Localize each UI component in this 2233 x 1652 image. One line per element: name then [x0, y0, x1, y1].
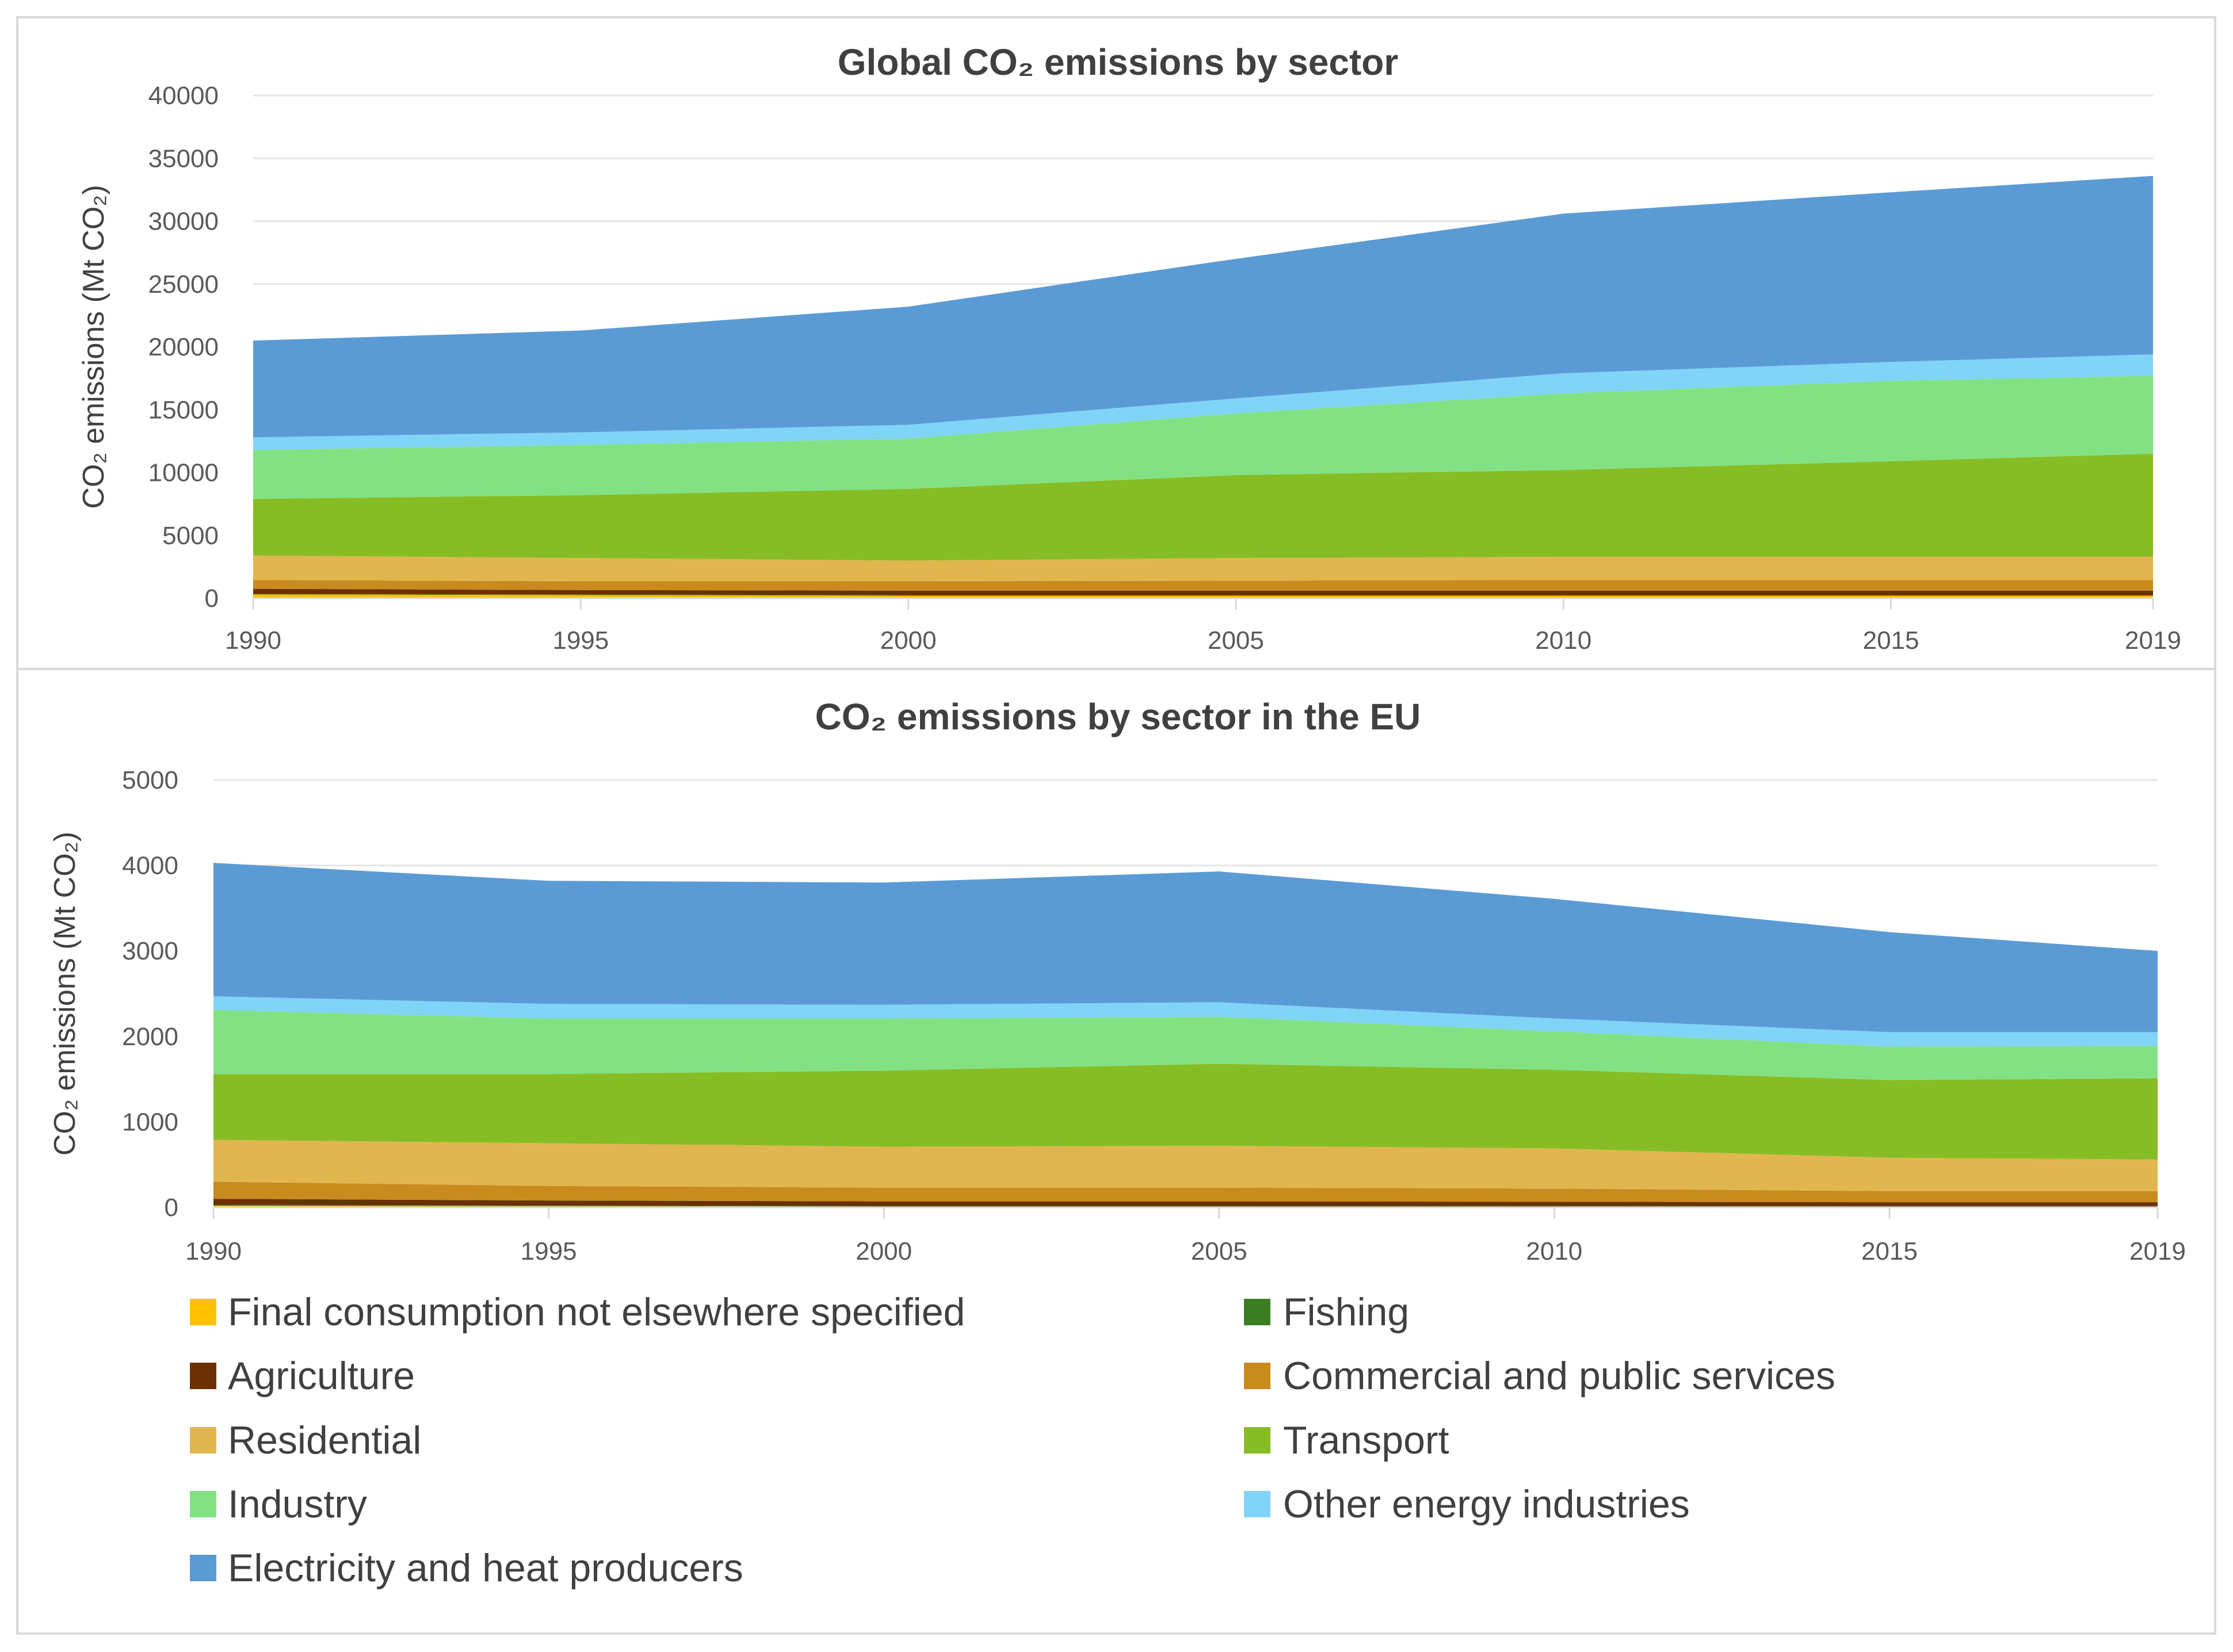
- legend-item-industry: Industry: [190, 1482, 367, 1526]
- area-other-energy-industries: [213, 996, 2158, 1047]
- x-tick-label: 2019: [2129, 1237, 2186, 1265]
- legend-swatch: [1244, 1491, 1270, 1517]
- x-tick-label: 2010: [1526, 1237, 1582, 1265]
- area-transport: [253, 453, 2153, 561]
- x-tick-label: 1990: [185, 1237, 242, 1265]
- x-tick-label: 2000: [880, 626, 937, 655]
- legend-item-agriculture: Agriculture: [190, 1354, 415, 1398]
- y-tick-label: 20000: [148, 333, 219, 361]
- legend: Final consumption not elsewhere specifie…: [190, 1290, 1835, 1590]
- x-tick-label: 2015: [1863, 626, 1919, 655]
- area-residential: [253, 555, 2153, 582]
- x-tick-label: 2010: [1535, 626, 1591, 655]
- legend-swatch: [190, 1427, 216, 1454]
- legend-label: Final consumption not elsewhere specifie…: [228, 1290, 965, 1334]
- chart-title: Global CO₂ emissions by sector: [838, 41, 1399, 83]
- chart-title: CO₂ emissions by sector in the EU: [815, 696, 1421, 737]
- legend-swatch: [190, 1299, 216, 1325]
- legend-label: Commercial and public services: [1283, 1354, 1835, 1398]
- legend-label: Transport: [1283, 1418, 1449, 1462]
- x-tick-label: 2000: [856, 1237, 912, 1265]
- area-electricity-and-heat-producers: [253, 175, 2153, 438]
- area-fishing: [213, 1204, 2158, 1207]
- legend-swatch: [190, 1491, 216, 1517]
- legend-swatch: [1244, 1299, 1270, 1325]
- y-axis-label: CO₂ emissions (Mt CO₂): [48, 832, 82, 1156]
- x-tick-label: 2019: [2125, 626, 2181, 655]
- y-tick-label: 2000: [122, 1023, 178, 1051]
- legend-label: Other energy industries: [1283, 1482, 1690, 1526]
- x-tick-label: 2005: [1208, 626, 1264, 655]
- y-axis-label: CO₂ emissions (Mt CO₂): [77, 185, 110, 508]
- x-tick-label: 1995: [521, 1237, 577, 1265]
- eu-emissions-chart: 0 1000 2000 3000 4000 5000 1990 1995 2000 2005 201…: [48, 696, 2186, 1265]
- legend-item-residential: Residential: [190, 1418, 421, 1462]
- x-tick-label: 1995: [552, 626, 609, 655]
- legend-item-fishing: Fishing: [1244, 1290, 1409, 1334]
- x-tick-label: 1990: [225, 626, 281, 655]
- y-tick-label: 40000: [148, 82, 219, 110]
- y-tick-label: 30000: [148, 208, 219, 236]
- area-industry: [253, 376, 2153, 499]
- y-tick-label: 25000: [148, 270, 219, 299]
- area-commercial-and-public-services: [213, 1181, 2158, 1203]
- legend-swatch: [190, 1363, 216, 1389]
- legend-label: Electricity and heat producers: [228, 1546, 743, 1590]
- area-fishing: [253, 594, 2153, 596]
- legend-item-transport: Transport: [1244, 1418, 1449, 1462]
- legend-swatch: [1244, 1363, 1270, 1389]
- legend-label: Agriculture: [228, 1354, 415, 1398]
- legend-label: Residential: [228, 1418, 421, 1462]
- area-agriculture: [213, 1199, 2158, 1206]
- legend-item-electricity-and-heat-producers: Electricity and heat producers: [190, 1546, 743, 1590]
- area-industry: [213, 1009, 2158, 1080]
- legend-swatch: [1244, 1427, 1270, 1454]
- y-tick-label: 0: [165, 1194, 178, 1222]
- x-tick-label: 2005: [1191, 1237, 1247, 1265]
- legend-label: Fishing: [1283, 1290, 1409, 1334]
- area-residential: [213, 1139, 2158, 1191]
- area-agriculture: [253, 588, 2153, 595]
- y-tick-label: 1000: [122, 1108, 178, 1136]
- legend-item-final-consumption-not-elsewhere-specified: Final consumption not elsewhere specifie…: [190, 1290, 965, 1334]
- y-tick-label: 3000: [122, 937, 178, 965]
- legend-swatch: [190, 1555, 216, 1581]
- area-other-energy-industries: [253, 354, 2153, 450]
- y-tick-label: 10000: [148, 459, 219, 487]
- x-tick-label: 2015: [1861, 1237, 1918, 1265]
- legend-item-other-energy-industries: Other energy industries: [1244, 1482, 1690, 1526]
- global-emissions-chart: 0 5000 10000 15000 20000 25000 30000 35000 40000…: [77, 41, 2181, 655]
- y-tick-label: 4000: [122, 852, 178, 880]
- area-transport: [213, 1064, 2158, 1160]
- legend-label: Industry: [228, 1482, 367, 1526]
- area-commercial-and-public-services: [253, 580, 2153, 591]
- y-tick-label: 0: [205, 584, 219, 613]
- area-final-consumption-not-elsewhere-specified: [253, 594, 2153, 598]
- y-tick-label: 5000: [162, 522, 219, 550]
- y-tick-label: 35000: [148, 144, 219, 173]
- y-tick-label: 15000: [148, 396, 219, 424]
- legend-item-commercial-and-public-services: Commercial and public services: [1244, 1354, 1835, 1398]
- area-electricity-and-heat-producers: [213, 863, 2158, 1032]
- y-tick-label: 5000: [122, 766, 178, 794]
